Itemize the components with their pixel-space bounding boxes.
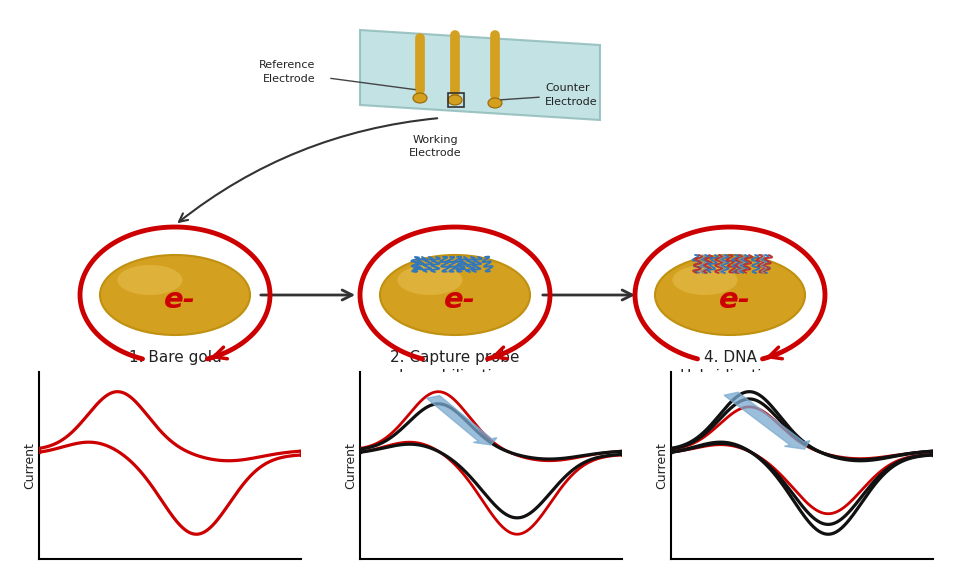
Ellipse shape [448, 95, 462, 105]
Y-axis label: Current: Current [23, 442, 36, 489]
Ellipse shape [488, 98, 502, 108]
Text: e-: e- [444, 286, 476, 314]
Ellipse shape [380, 255, 530, 335]
Text: Reference
Electrode: Reference Electrode [259, 61, 315, 84]
Ellipse shape [673, 265, 738, 295]
Text: 4. DNA
Hybridization: 4. DNA Hybridization [679, 350, 781, 384]
FancyArrow shape [724, 392, 810, 449]
FancyArrow shape [427, 396, 497, 445]
Ellipse shape [118, 265, 183, 295]
Ellipse shape [100, 255, 250, 335]
Text: e-: e- [164, 286, 196, 314]
Text: Counter
Electrode: Counter Electrode [545, 83, 598, 107]
Ellipse shape [655, 255, 805, 335]
Ellipse shape [398, 265, 463, 295]
Y-axis label: Current: Current [344, 442, 357, 489]
Ellipse shape [413, 93, 427, 103]
Text: Working
Electrode: Working Electrode [408, 135, 462, 158]
Y-axis label: Current: Current [655, 442, 668, 489]
Text: 2. Capture probe
Immobilization: 2. Capture probe Immobilization [390, 350, 520, 384]
Polygon shape [360, 30, 600, 120]
Text: e-: e- [719, 286, 751, 314]
Text: 1. Bare gold: 1. Bare gold [128, 350, 222, 365]
